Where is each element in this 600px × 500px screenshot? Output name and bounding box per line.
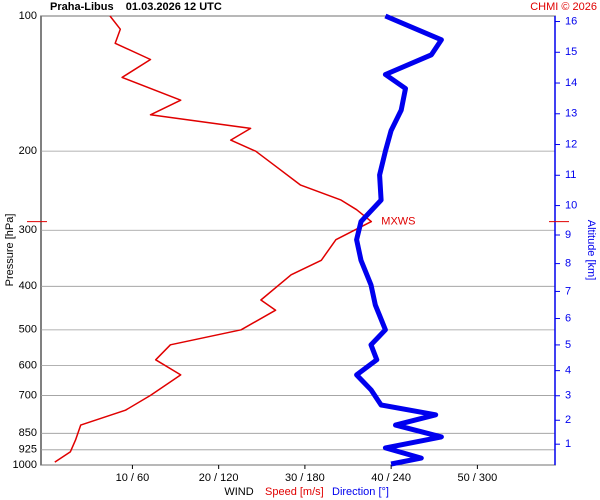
- y2-tick-label: 2: [565, 414, 571, 426]
- y-tick-label: 1000: [13, 459, 37, 471]
- y-tick-label: 300: [19, 224, 37, 236]
- series-line: [354, 13, 444, 467]
- y-tick-label: 850: [19, 427, 37, 439]
- y2-tick-label: 9: [565, 229, 571, 241]
- annotation: MXWS: [381, 215, 415, 227]
- y-tick-label: 700: [19, 389, 37, 401]
- y2-tick-label: 15: [565, 46, 577, 58]
- y2-tick-label: 10: [565, 199, 577, 211]
- y2-tick-label: 11: [565, 169, 576, 181]
- x-tick-label: 10 / 60: [116, 472, 150, 484]
- y-tick-label: 400: [19, 280, 37, 292]
- y-tick-label: 600: [19, 359, 37, 371]
- y2-tick-label: 7: [565, 285, 571, 297]
- plot-frame: [40, 15, 556, 466]
- x-tick-label: 30 / 180: [285, 472, 325, 484]
- y-tick-label: 200: [19, 145, 37, 157]
- y2-tick-label: 1: [565, 438, 571, 450]
- x-tick-label: 40 / 240: [371, 472, 411, 484]
- y2-tick-label: 4: [565, 365, 571, 377]
- y-tick-label: 925: [19, 444, 37, 456]
- y2-tick-label: 13: [565, 108, 577, 120]
- y2-tick-label: 8: [565, 258, 571, 270]
- chart-title: Praha-Libus 01.03.2026 12 UTC: [50, 1, 222, 13]
- y2-tick-label: 14: [565, 77, 577, 89]
- y2-tick-label: 16: [565, 15, 577, 27]
- x-tick-label: 20 / 120: [199, 472, 239, 484]
- y2-tick-label: 12: [565, 138, 577, 150]
- y-tick-label: 500: [19, 324, 37, 336]
- credit: CHMI © 2026: [530, 1, 597, 13]
- y2-axis-label: Altitude [km]: [585, 220, 597, 281]
- legend-entry: Speed [m/s]: [265, 486, 324, 498]
- y2-tick-label: 5: [565, 339, 571, 351]
- x-tick-label: 50 / 300: [457, 472, 497, 484]
- x-axis-label: WIND: [224, 486, 253, 498]
- y2-tick-label: 6: [565, 312, 571, 324]
- y-axis-label: Pressure [hPa]: [4, 214, 16, 287]
- y2-tick-label: 3: [565, 390, 571, 402]
- legend-entry: Direction [°]: [332, 486, 389, 498]
- series-line: [54, 15, 373, 463]
- y-tick-label: 100: [19, 10, 37, 22]
